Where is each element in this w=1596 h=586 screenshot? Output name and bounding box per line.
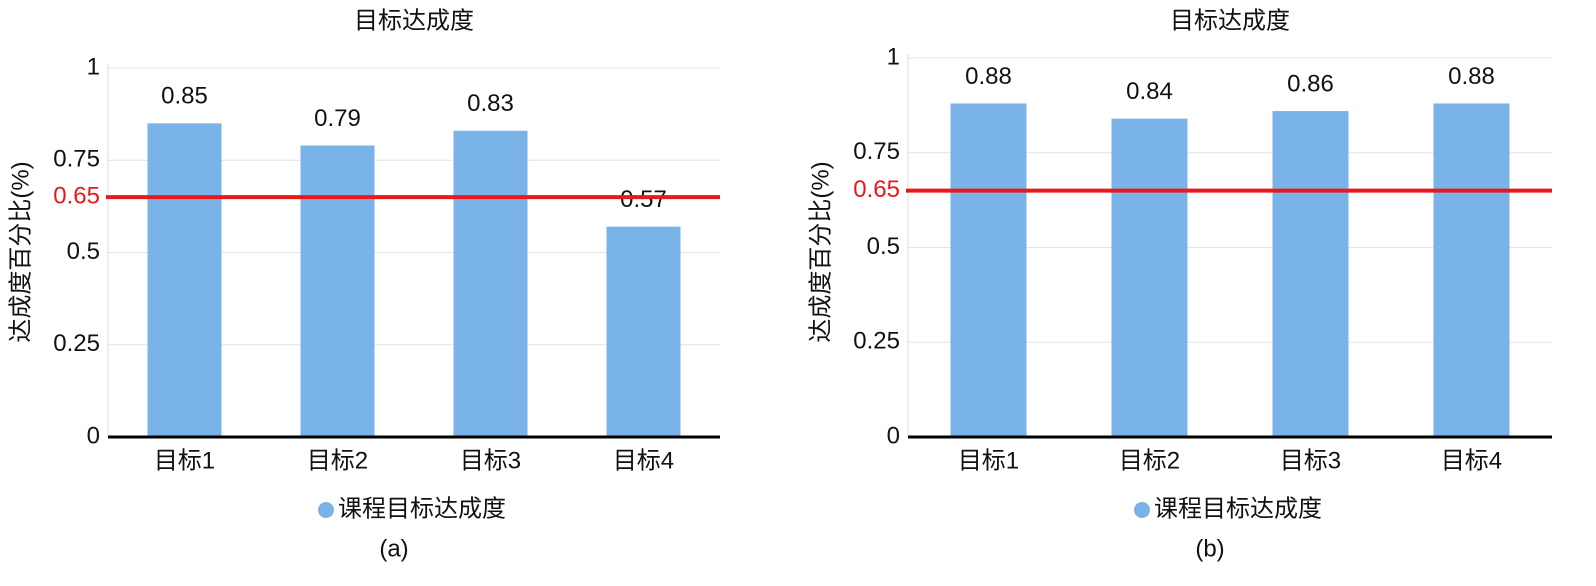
y-tick-label: 0.5 [867,233,900,260]
y-tick-label: 0.5 [67,238,100,265]
bar [300,145,375,438]
data-label: 0.84 [1126,78,1173,105]
bar [453,130,528,438]
x-tick-label: 目标3 [1280,447,1341,474]
x-tick-label: 目标2 [307,447,368,474]
y-tick-label: 0.25 [853,328,900,355]
reference-label: 0.65 [53,182,100,209]
legend-label: 课程目标达成度 [1154,495,1322,522]
y-tick-label: 1 [87,53,100,80]
bar [1111,118,1188,437]
bar [606,226,681,437]
data-label: 0.57 [620,186,667,213]
x-tick-label: 目标1 [154,447,215,474]
data-label: 0.86 [1287,70,1334,97]
y-tick-label: 0.75 [853,138,900,165]
x-tick-label: 目标4 [613,447,674,474]
bar [950,103,1027,437]
x-tick-label: 目标4 [1441,447,1502,474]
caption: (a) [379,535,408,562]
bar [147,123,222,437]
bar [1433,103,1510,437]
bar [1272,111,1349,437]
data-label: 0.83 [467,90,514,117]
y-tick-label: 1 [887,43,900,70]
reference-label: 0.65 [853,176,900,203]
y-axis-label: 达成度百分比(%) [7,161,34,342]
caption: (b) [1195,535,1224,562]
data-label: 0.85 [161,83,208,110]
chart-title: 目标达成度 [1170,7,1290,34]
y-tick-label: 0 [887,422,900,449]
legend-marker [318,502,334,518]
y-axis-label: 达成度百分比(%) [807,161,834,342]
legend-marker [1134,502,1150,518]
x-tick-label: 目标1 [958,447,1019,474]
y-tick-label: 0 [87,422,100,449]
data-label: 0.88 [1448,63,1495,90]
y-tick-label: 0.25 [53,330,100,357]
data-label: 0.79 [314,105,361,132]
x-tick-label: 目标2 [1119,447,1180,474]
x-tick-label: 目标3 [460,447,521,474]
data-label: 0.88 [965,63,1012,90]
chart-title: 目标达成度 [354,7,474,34]
legend-label: 课程目标达成度 [338,495,506,522]
y-tick-label: 0.75 [53,146,100,173]
